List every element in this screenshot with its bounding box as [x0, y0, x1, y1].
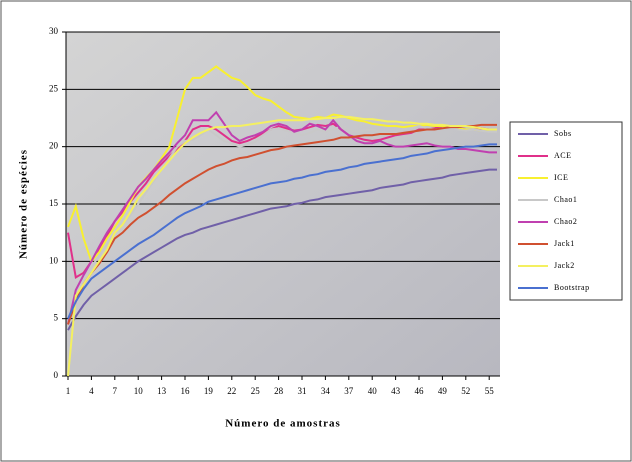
x-tick-label: 25 — [251, 386, 261, 396]
x-tick-label: 31 — [298, 386, 307, 396]
x-tick-label: 55 — [485, 386, 495, 396]
legend-label: ACE — [554, 151, 572, 160]
x-tick-label: 10 — [134, 386, 144, 396]
series-line — [67, 168, 497, 331]
x-tick-label: 43 — [391, 386, 401, 396]
y-tick-label: 0 — [54, 370, 59, 380]
x-tick-label: 46 — [415, 386, 425, 396]
x-tick-label: 40 — [368, 386, 378, 396]
legend-label: Bootstrap — [554, 283, 590, 292]
legend-label: Jack1 — [554, 239, 575, 248]
series-line — [67, 110, 497, 325]
x-tick-label: 19 — [204, 386, 214, 396]
x-tick-label: 16 — [181, 386, 191, 396]
legend-label: Chao2 — [554, 217, 577, 226]
y-tick-label: 15 — [49, 198, 59, 208]
series-line — [67, 143, 497, 320]
y-axis-title: Número de espécies — [18, 149, 30, 259]
x-tick-label: 49 — [438, 386, 448, 396]
series-line — [67, 123, 497, 325]
series-line — [67, 115, 497, 377]
x-tick-label: 28 — [274, 386, 284, 396]
y-tick-label: 30 — [49, 26, 59, 36]
x-tick-label: 13 — [157, 386, 167, 396]
legend-box — [509, 121, 623, 301]
x-tick-label: 52 — [461, 386, 470, 396]
x-tick-label: 4 — [89, 386, 94, 396]
y-tick-label: 20 — [49, 141, 59, 151]
legend-label: ICE — [554, 173, 568, 182]
y-tick-label: 25 — [49, 83, 59, 93]
x-tick-label: 7 — [113, 386, 118, 396]
x-axis-title: Número de amostras — [225, 418, 341, 430]
legend-label: Chao1 — [554, 195, 577, 204]
legend-label: Sobs — [554, 129, 572, 138]
series-line — [67, 124, 497, 325]
y-tick-label: 10 — [49, 255, 59, 265]
x-tick-label: 34 — [321, 386, 331, 396]
x-tick-label: 37 — [344, 386, 354, 396]
y-tick-label: 5 — [54, 313, 59, 323]
legend-label: Jack2 — [554, 261, 575, 270]
x-tick-label: 1 — [66, 386, 71, 396]
x-tick-label: 22 — [227, 386, 236, 396]
